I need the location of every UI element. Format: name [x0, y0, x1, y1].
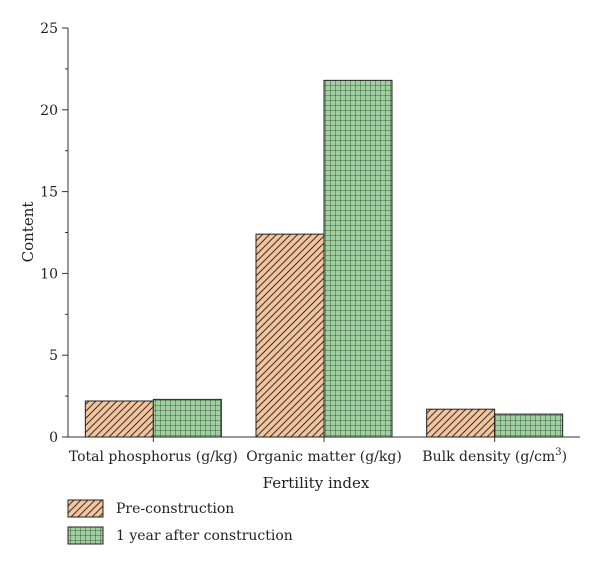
y-tick-label: 20 — [40, 103, 58, 119]
x-axis-label: Fertility index — [263, 474, 370, 492]
x-tick-label: Bulk density (g/cm3) — [422, 447, 567, 465]
bar-after-construction-1 — [323, 79, 393, 438]
legend-label: Pre-construction — [116, 501, 234, 517]
y-axis-label: Content — [19, 202, 37, 263]
bar-pre-construction-0 — [84, 400, 154, 438]
bar-pre-construction-1 — [255, 233, 325, 438]
bars — [84, 79, 564, 438]
bar-pre-construction-2 — [426, 408, 496, 438]
y-tick-label: 10 — [40, 266, 58, 282]
y-ticks: 0 5 10 15 20 25 — [40, 21, 68, 446]
x-tick-label: Total phosphorus (g/kg) — [69, 449, 238, 465]
legend-label: 1 year after construction — [116, 528, 293, 544]
bar-after-construction-2 — [494, 413, 564, 438]
x-tick-labels: Total phosphorus (g/kg) Organic matter (g… — [69, 437, 567, 465]
y-tick-label: 0 — [49, 430, 58, 446]
bar-after-construction-0 — [152, 398, 222, 438]
y-tick-label: 25 — [40, 21, 58, 37]
legend: Pre-construction 1 year after constructio… — [67, 499, 293, 545]
y-tick-label: 5 — [49, 348, 58, 364]
legend-swatch — [67, 526, 104, 545]
x-tick-label: Organic matter (g/kg) — [246, 449, 402, 465]
y-tick-label: 15 — [40, 185, 58, 201]
legend-swatch — [67, 499, 104, 518]
